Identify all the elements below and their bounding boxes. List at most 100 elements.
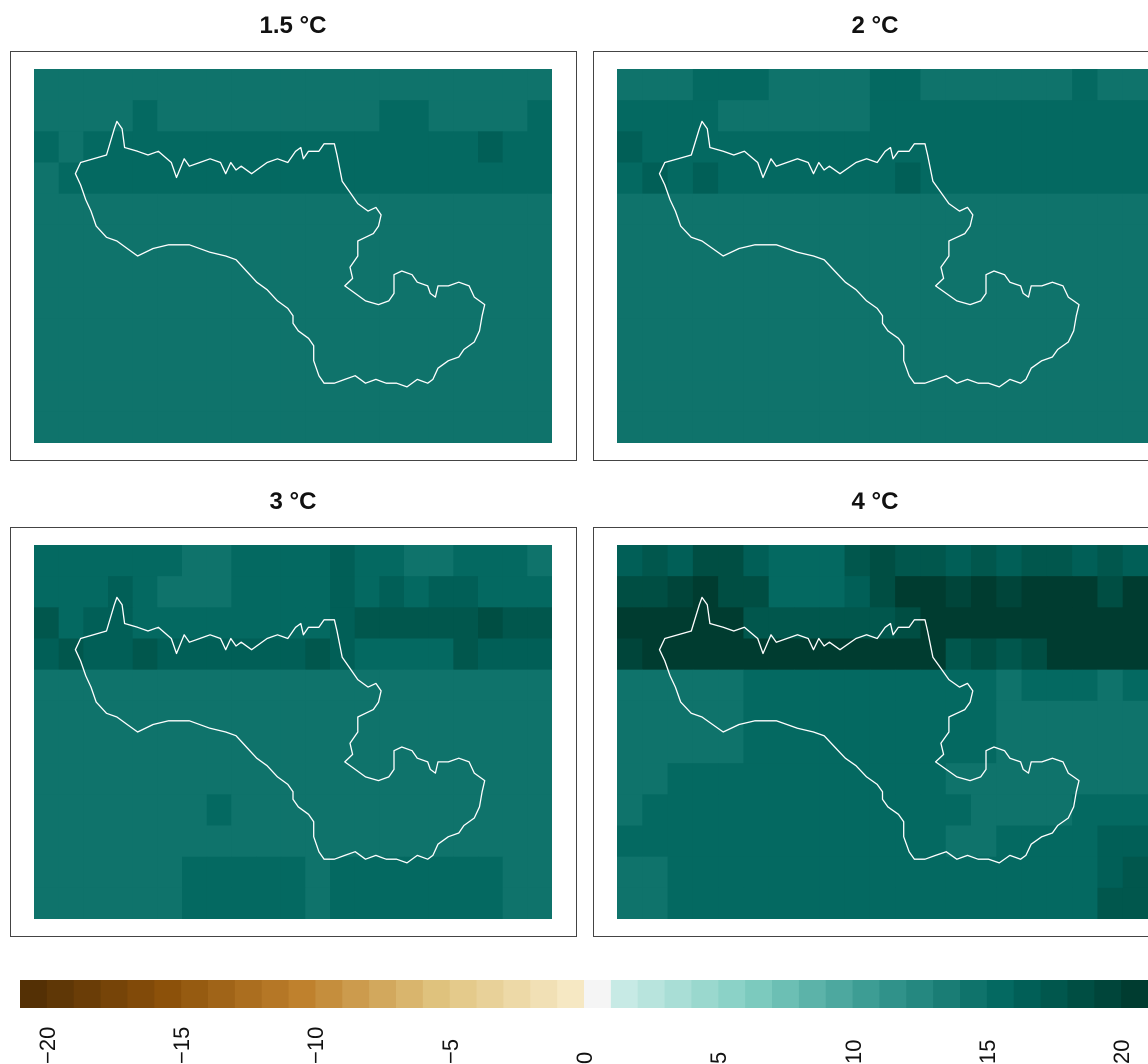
raster-cell — [844, 411, 871, 443]
raster-cell — [182, 287, 208, 319]
region-boundary — [74, 120, 486, 388]
raster-cell — [819, 256, 846, 288]
raster-cell — [1122, 411, 1148, 443]
color-scale-bin — [530, 980, 558, 1008]
raster-cell — [354, 638, 380, 671]
raster-cell — [478, 825, 504, 858]
raster-cell — [182, 224, 208, 257]
raster-cell — [34, 856, 60, 889]
raster-cell — [642, 856, 669, 889]
raster-cell — [34, 380, 60, 413]
color-scale-bin — [396, 980, 424, 1008]
raster-cell — [305, 763, 331, 795]
raster-cell — [718, 700, 745, 733]
raster-cell — [718, 256, 745, 288]
raster-cell — [502, 856, 528, 889]
raster-cell — [718, 638, 745, 671]
raster-cell — [1072, 380, 1099, 413]
raster-cell — [895, 669, 922, 702]
raster-cell — [819, 69, 846, 101]
region-boundary — [658, 120, 1080, 388]
raster-cell — [527, 69, 552, 101]
raster-cell — [34, 545, 60, 577]
raster-cell — [478, 669, 504, 702]
raster-cell — [527, 856, 552, 889]
raster-cell — [1122, 700, 1148, 733]
raster-cell — [280, 607, 306, 640]
raster-cell — [428, 162, 454, 195]
raster-cell — [502, 224, 528, 257]
raster-cell — [527, 131, 552, 164]
raster-cell — [305, 545, 331, 577]
color-scale-bin — [584, 980, 612, 1008]
raster-cell — [478, 856, 504, 889]
raster-cell — [1097, 131, 1124, 164]
raster-cell — [692, 638, 719, 671]
color-scale-tick-label: 15 — [974, 1039, 1000, 1064]
raster-cell — [794, 287, 820, 319]
raster-cell — [642, 69, 669, 101]
raster-cell — [920, 162, 947, 195]
raster-cell — [743, 763, 770, 795]
raster-cell — [354, 69, 380, 101]
raster-cell — [132, 318, 158, 351]
raster-cell — [305, 825, 331, 858]
raster-cell — [667, 69, 694, 101]
raster-cell — [108, 193, 134, 226]
raster-cell — [895, 224, 922, 257]
raster-cell — [502, 162, 528, 195]
raster-cell — [404, 545, 430, 577]
raster-cell — [206, 349, 232, 382]
raster-cell — [182, 700, 208, 733]
raster-cell — [182, 669, 208, 702]
raster-cell — [453, 825, 479, 858]
raster-cell — [971, 607, 997, 640]
raster-cell — [667, 669, 694, 702]
raster-cell — [794, 69, 820, 101]
raster-cell — [945, 576, 972, 608]
raster-cell — [945, 193, 972, 226]
raster-cell — [305, 887, 331, 919]
raster-cell — [231, 411, 257, 443]
raster-cell — [1021, 887, 1048, 919]
raster-cell — [108, 224, 134, 257]
raster-cell — [1097, 887, 1124, 919]
raster-cell — [478, 69, 504, 101]
raster-cell — [794, 256, 820, 288]
raster-cell — [1046, 411, 1073, 443]
raster-cell — [478, 732, 504, 764]
raster-cell — [844, 545, 871, 577]
raster-cell — [108, 638, 134, 671]
raster-cell — [379, 224, 405, 257]
raster-cell — [305, 318, 331, 351]
raster-cell — [794, 131, 820, 164]
raster-cell — [527, 193, 552, 226]
raster-cell — [971, 131, 997, 164]
raster-cell — [478, 131, 504, 164]
raster-cell — [58, 732, 84, 764]
raster-cell — [354, 193, 380, 226]
raster-cell — [895, 545, 922, 577]
raster-cell — [305, 224, 331, 257]
raster-cell — [667, 732, 694, 764]
raster-cell — [1072, 638, 1099, 671]
raster-cell — [692, 318, 719, 351]
raster-cell — [58, 825, 84, 858]
raster-cell — [132, 576, 158, 608]
color-scale-bin — [73, 980, 102, 1008]
raster-cell — [1097, 224, 1124, 257]
raster-cell — [1122, 732, 1148, 764]
raster-cell — [83, 349, 109, 382]
raster-cell — [206, 856, 232, 889]
color-scale-bin — [879, 980, 907, 1008]
raster-cell — [428, 69, 454, 101]
raster-cell — [1021, 732, 1048, 764]
raster-cell — [692, 545, 719, 577]
raster-cell — [617, 131, 643, 164]
raster-cell — [1046, 193, 1073, 226]
raster-cell — [996, 131, 1023, 164]
raster-cell — [642, 763, 669, 795]
raster-cell — [379, 69, 405, 101]
raster-cell — [844, 763, 871, 795]
raster-cell — [404, 607, 430, 640]
